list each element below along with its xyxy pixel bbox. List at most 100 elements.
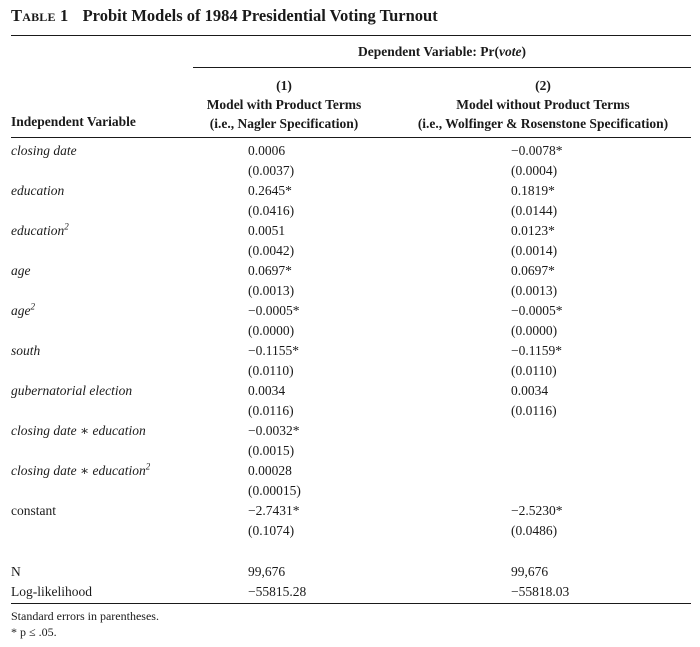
row-label-superscript: 2 bbox=[145, 461, 151, 472]
table-row: closing date ∗ education −0.0032* bbox=[11, 421, 691, 441]
table-row: (0.0110) (0.0110) bbox=[11, 361, 691, 381]
stat-model-1: 99,676 bbox=[248, 564, 286, 579]
row-label-superscript: 2 bbox=[30, 301, 36, 312]
row-label: closing date ∗ education bbox=[11, 421, 146, 441]
note-standard-errors: Standard errors in parentheses. bbox=[11, 609, 159, 623]
stats-row: Log-likelihood −55815.28 −55818.03 bbox=[11, 582, 691, 602]
table-title-text: Probit Models of 1984 Presidential Votin… bbox=[82, 6, 438, 25]
cell-model-2: −0.0078* bbox=[511, 143, 563, 158]
table-title: Table 1 Probit Models of 1984 Presidenti… bbox=[11, 6, 438, 26]
table-row: (0.0116) (0.0116) bbox=[11, 401, 691, 421]
row-label: closing date ∗ education2 bbox=[11, 461, 150, 481]
row-label-text: south bbox=[11, 343, 41, 358]
cell-model-1: (0.0037) bbox=[248, 163, 295, 178]
cell-model-1: 0.00028 bbox=[248, 463, 292, 478]
cell-model-2: 0.0123* bbox=[511, 223, 555, 238]
cell-model-1: 0.0006 bbox=[248, 143, 286, 158]
cell-model-2: (0.0144) bbox=[511, 203, 558, 218]
row-label-text: constant bbox=[11, 503, 56, 518]
table-row: (0.0037) (0.0004) bbox=[11, 161, 691, 181]
top-rule bbox=[11, 35, 691, 37]
table-row: age 0.0697* 0.0697* bbox=[11, 261, 691, 281]
table-row: (0.0015) bbox=[11, 441, 691, 461]
stat-model-2: 99,676 bbox=[511, 564, 549, 579]
column-header-1: (1) Model with Product Terms (i.e., Nagl… bbox=[206, 78, 362, 131]
cell-model-1: (0.0110) bbox=[248, 363, 294, 378]
dependent-variable-label: Dependent Variable: Pr(vote) bbox=[358, 44, 526, 59]
stat-model-2: −55818.03 bbox=[511, 584, 570, 599]
row-label-text: closing date ∗ education bbox=[11, 423, 146, 438]
cell-model-2: 0.0697* bbox=[511, 263, 555, 278]
cell-model-2: −2.5230* bbox=[511, 503, 563, 518]
cell-model-2: −0.0005* bbox=[511, 303, 563, 318]
cell-model-2: (0.0014) bbox=[511, 243, 558, 258]
row-label: age bbox=[11, 261, 31, 281]
table-row: south −0.1155* −0.1159* bbox=[11, 341, 691, 361]
row-label-text: closing date ∗ education bbox=[11, 463, 146, 478]
cell-model-1: (0.1074) bbox=[248, 523, 295, 538]
row-label: education bbox=[11, 181, 64, 201]
stat-label: N bbox=[11, 564, 21, 579]
cell-model-1: (0.0042) bbox=[248, 243, 295, 258]
note-significance: * p ≤ .05. bbox=[11, 625, 57, 639]
table-notes: Standard errors in parentheses. * p ≤ .0… bbox=[11, 608, 159, 640]
row-label: south bbox=[11, 341, 40, 361]
table-row: (0.0000) (0.0000) bbox=[11, 321, 691, 341]
cell-model-1: −0.0032* bbox=[248, 423, 300, 438]
cell-model-2: (0.0004) bbox=[511, 163, 558, 178]
cell-model-1: (0.0416) bbox=[248, 203, 295, 218]
cell-model-1: 0.2645* bbox=[248, 183, 292, 198]
table-row: (0.1074) (0.0486) bbox=[11, 521, 691, 541]
cell-model-1: 0.0034 bbox=[248, 383, 286, 398]
table-row: (0.0042) (0.0014) bbox=[11, 241, 691, 261]
column-header-2: (2) Model without Product Terms (i.e., W… bbox=[417, 78, 669, 131]
table-row: (0.0416) (0.0144) bbox=[11, 201, 691, 221]
cell-model-2: (0.0486) bbox=[511, 523, 558, 538]
row-label-text: education bbox=[11, 183, 65, 198]
row-label-superscript: 2 bbox=[64, 221, 69, 232]
row-label: closing date bbox=[11, 141, 77, 161]
stat-label: Log-likelihood bbox=[11, 584, 92, 599]
table-row: age2 −0.0005* −0.0005* bbox=[11, 301, 691, 321]
cell-model-1: −0.1155* bbox=[248, 343, 299, 358]
cell-model-2: (0.0116) bbox=[511, 403, 557, 418]
table-row: closing date ∗ education2 0.00028 bbox=[11, 461, 691, 481]
cell-model-1: (0.0013) bbox=[248, 283, 295, 298]
row-label-text: age bbox=[11, 263, 31, 278]
cell-model-2: 0.1819* bbox=[511, 183, 555, 198]
row-label: age2 bbox=[11, 301, 35, 321]
cell-model-1: −2.7431* bbox=[248, 503, 300, 518]
table-row: (0.0013) (0.0013) bbox=[11, 281, 691, 301]
table-row: gubernatorial election 0.0034 0.0034 bbox=[11, 381, 691, 401]
cell-model-2: (0.0013) bbox=[511, 283, 558, 298]
row-label-text: closing date bbox=[11, 143, 77, 158]
table-row: constant −2.7431* −2.5230* bbox=[11, 501, 691, 521]
cell-model-1: (0.00015) bbox=[248, 483, 301, 498]
row-label: constant bbox=[11, 501, 56, 521]
cell-model-1: (0.0015) bbox=[248, 443, 295, 458]
row-label-text: gubernatorial election bbox=[11, 383, 133, 398]
cell-model-2: −0.1159* bbox=[511, 343, 562, 358]
dependent-variable-rule bbox=[193, 67, 691, 68]
row-label-text: age bbox=[11, 303, 31, 318]
table-row: education 0.2645* 0.1819* bbox=[11, 181, 691, 201]
stat-model-1: −55815.28 bbox=[248, 584, 307, 599]
cell-model-1: (0.0000) bbox=[248, 323, 295, 338]
row-label-text: education bbox=[11, 223, 65, 238]
cell-model-2: (0.0000) bbox=[511, 323, 558, 338]
cell-model-1: 0.0051 bbox=[248, 223, 286, 238]
cell-model-2: 0.0034 bbox=[511, 383, 549, 398]
row-label: education2 bbox=[11, 221, 69, 241]
cell-model-1: 0.0697* bbox=[248, 263, 292, 278]
cell-model-1: −0.0005* bbox=[248, 303, 300, 318]
independent-variable-header: Independent Variable bbox=[11, 114, 136, 129]
row-label: gubernatorial election bbox=[11, 381, 132, 401]
table-row: (0.00015) bbox=[11, 481, 691, 501]
header-rule bbox=[11, 137, 691, 138]
cell-model-2: (0.0110) bbox=[511, 363, 557, 378]
cell-model-1: (0.0116) bbox=[248, 403, 294, 418]
bottom-rule bbox=[11, 603, 691, 605]
table-row: education2 0.0051 0.0123* bbox=[11, 221, 691, 241]
stats-row: N 99,676 99,676 bbox=[11, 562, 691, 582]
